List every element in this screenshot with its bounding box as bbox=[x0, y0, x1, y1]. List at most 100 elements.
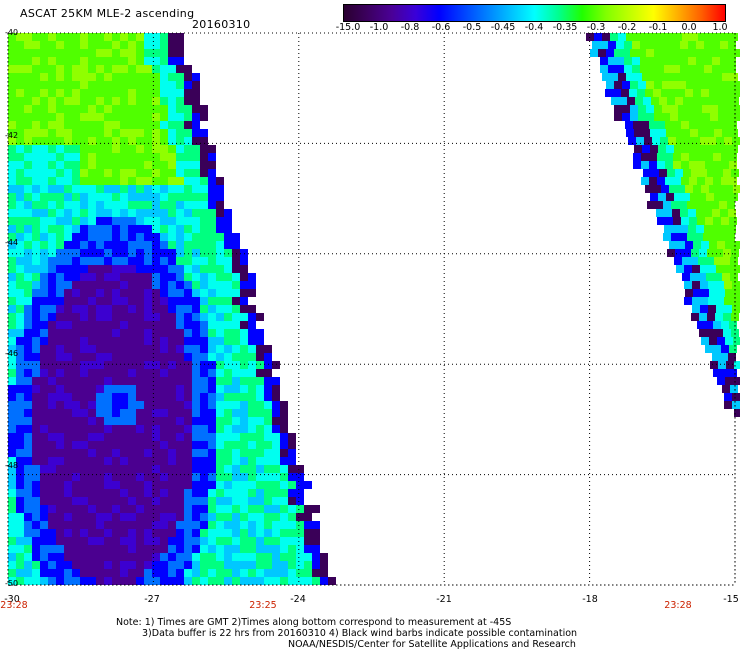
swath-cell bbox=[240, 361, 248, 369]
swath-cell bbox=[248, 553, 256, 561]
swath-cell bbox=[128, 577, 136, 585]
swath-cell bbox=[120, 89, 128, 97]
swath-cell bbox=[88, 321, 96, 329]
swath-cell bbox=[184, 401, 192, 409]
swath-cell bbox=[690, 33, 698, 41]
swath-cell bbox=[72, 345, 80, 353]
swath-cell bbox=[160, 529, 168, 537]
swath-cell bbox=[16, 201, 24, 209]
swath-cell bbox=[689, 217, 697, 225]
swath-cell bbox=[112, 481, 120, 489]
swath-cell bbox=[160, 65, 168, 73]
swath-cell bbox=[56, 217, 64, 225]
swath-cell bbox=[224, 521, 232, 529]
swath-cell bbox=[658, 73, 666, 81]
swath-cell bbox=[72, 545, 80, 553]
swath-cell bbox=[208, 449, 216, 457]
swath-cell bbox=[160, 265, 168, 273]
swath-cell bbox=[152, 65, 160, 73]
swath-cell bbox=[72, 265, 80, 273]
swath-cell bbox=[248, 289, 256, 297]
swath-cell bbox=[733, 241, 740, 249]
swath-cell bbox=[64, 177, 72, 185]
swath-cell bbox=[88, 393, 96, 401]
swath-cell bbox=[208, 265, 216, 273]
swath-cell bbox=[56, 337, 64, 345]
swath-cell bbox=[701, 337, 709, 345]
swath-cell bbox=[248, 457, 256, 465]
swath-cell bbox=[208, 193, 216, 201]
swath-cell bbox=[72, 513, 80, 521]
swath-cell bbox=[72, 577, 80, 585]
swath-cell bbox=[706, 273, 714, 281]
swath-cell bbox=[136, 305, 144, 313]
swath-cell bbox=[40, 385, 48, 393]
swath-cell bbox=[40, 225, 48, 233]
swath-cell bbox=[232, 449, 240, 457]
swath-cell bbox=[232, 249, 240, 257]
swath-cell bbox=[224, 513, 232, 521]
swath-cell bbox=[136, 465, 144, 473]
swath-cell bbox=[716, 297, 724, 305]
swath-cell bbox=[208, 225, 216, 233]
swath-cell bbox=[152, 369, 160, 377]
swath-cell bbox=[168, 313, 176, 321]
swath-cell bbox=[669, 185, 677, 193]
swath-cell bbox=[64, 537, 72, 545]
swath-cell bbox=[640, 57, 648, 65]
swath-cell bbox=[192, 529, 200, 537]
swath-cell bbox=[160, 337, 168, 345]
swath-cell bbox=[128, 561, 136, 569]
swath-cell bbox=[208, 161, 216, 169]
swath-cell bbox=[152, 393, 160, 401]
swath-cell bbox=[725, 241, 733, 249]
swath-cell bbox=[683, 169, 691, 177]
swath-cell bbox=[96, 321, 104, 329]
swath-cell bbox=[168, 529, 176, 537]
swath-cell bbox=[88, 441, 96, 449]
swath-cell bbox=[72, 289, 80, 297]
swath-cell bbox=[707, 329, 715, 337]
swath-cell bbox=[40, 201, 48, 209]
swath-cell bbox=[240, 457, 248, 465]
swath-cell bbox=[641, 177, 649, 185]
swath-cell bbox=[128, 537, 136, 545]
swath-cell bbox=[720, 209, 728, 217]
swath-cell bbox=[280, 505, 288, 513]
swath-cell bbox=[128, 489, 136, 497]
swath-cell bbox=[248, 481, 256, 489]
swath-cell bbox=[112, 65, 120, 73]
swath-cell bbox=[673, 177, 681, 185]
swath-cell bbox=[136, 361, 144, 369]
swath-cell bbox=[104, 385, 112, 393]
swath-cell bbox=[689, 177, 697, 185]
swath-cell bbox=[160, 233, 168, 241]
swath-cell bbox=[144, 41, 152, 49]
swath-cell bbox=[184, 377, 192, 385]
swath-cell bbox=[56, 137, 64, 145]
swath-cell bbox=[40, 337, 48, 345]
swath-cell bbox=[256, 361, 264, 369]
swath-cell bbox=[160, 441, 168, 449]
swath-cell bbox=[208, 489, 216, 497]
swath-cell bbox=[112, 513, 120, 521]
swath-cell bbox=[160, 73, 168, 81]
swath-cell bbox=[112, 489, 120, 497]
swath-cell bbox=[184, 297, 192, 305]
swath-cell bbox=[136, 345, 144, 353]
swath-cell bbox=[168, 305, 176, 313]
swath-cell bbox=[40, 265, 48, 273]
swath-cell bbox=[144, 225, 152, 233]
swath-cell bbox=[56, 457, 64, 465]
swath-cell bbox=[689, 121, 697, 129]
swath-cell bbox=[24, 169, 32, 177]
swath-cell bbox=[698, 257, 706, 265]
swath-cell bbox=[24, 57, 32, 65]
swath-cell bbox=[216, 361, 224, 369]
swath-cell bbox=[200, 129, 208, 137]
swath-cell bbox=[724, 401, 732, 409]
swath-cell bbox=[224, 577, 232, 585]
swath-cell bbox=[48, 249, 56, 257]
swath-cell bbox=[160, 465, 168, 473]
swath-cell bbox=[216, 409, 224, 417]
